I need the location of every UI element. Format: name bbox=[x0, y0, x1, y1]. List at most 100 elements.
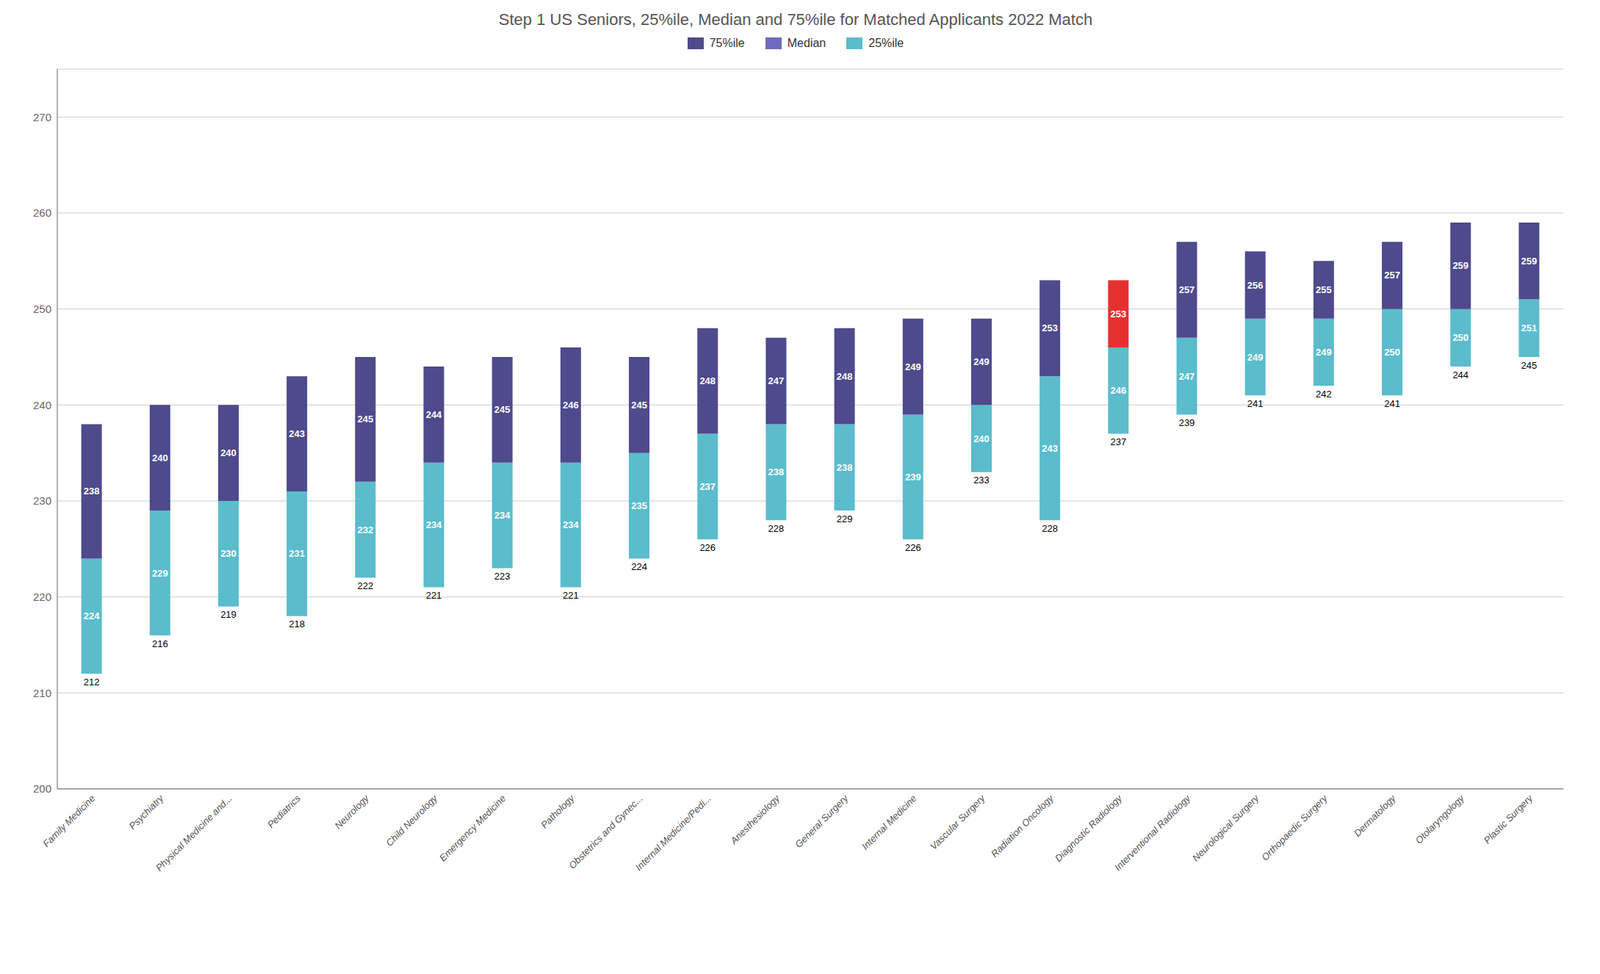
svg-text:Psychiatry: Psychiatry bbox=[127, 791, 167, 832]
svg-text:245: 245 bbox=[494, 404, 511, 416]
svg-text:270: 270 bbox=[33, 110, 52, 124]
svg-text:232: 232 bbox=[357, 524, 374, 536]
svg-text:224: 224 bbox=[631, 561, 648, 573]
svg-text:244: 244 bbox=[1452, 369, 1469, 381]
svg-text:Anesthesiology: Anesthesiology bbox=[728, 791, 784, 848]
svg-text:230: 230 bbox=[220, 548, 237, 560]
svg-text:234: 234 bbox=[426, 519, 443, 531]
svg-text:241: 241 bbox=[1384, 398, 1401, 410]
svg-text:238: 238 bbox=[836, 462, 853, 474]
svg-text:219: 219 bbox=[220, 608, 237, 621]
svg-text:257: 257 bbox=[1384, 269, 1401, 281]
svg-text:250: 250 bbox=[1452, 332, 1469, 344]
svg-text:Obstetrics and Gynec...: Obstetrics and Gynec... bbox=[566, 792, 645, 872]
svg-text:Physical Medicine and...: Physical Medicine and... bbox=[153, 792, 235, 874]
svg-text:200: 200 bbox=[33, 782, 52, 795]
svg-text:247: 247 bbox=[768, 375, 785, 387]
svg-text:249: 249 bbox=[1315, 346, 1332, 358]
svg-text:234: 234 bbox=[562, 519, 579, 531]
svg-text:245: 245 bbox=[1521, 359, 1538, 371]
svg-text:251: 251 bbox=[1521, 322, 1538, 334]
svg-text:228: 228 bbox=[768, 523, 785, 535]
svg-text:242: 242 bbox=[1315, 388, 1332, 400]
svg-text:249: 249 bbox=[1247, 351, 1264, 363]
svg-text:Child Neurology: Child Neurology bbox=[383, 791, 441, 849]
svg-text:250: 250 bbox=[1384, 346, 1401, 358]
svg-text:Family Medicine: Family Medicine bbox=[40, 792, 97, 850]
svg-text:240: 240 bbox=[973, 433, 990, 445]
svg-text:222: 222 bbox=[357, 580, 374, 592]
svg-text:Neurological Surgery: Neurological Surgery bbox=[1190, 791, 1263, 864]
svg-text:248: 248 bbox=[699, 375, 716, 387]
svg-text:249: 249 bbox=[905, 361, 922, 373]
svg-text:241: 241 bbox=[1247, 398, 1264, 410]
svg-text:245: 245 bbox=[631, 399, 648, 411]
svg-text:221: 221 bbox=[562, 589, 579, 601]
svg-text:Internal Medicine/Pedi...: Internal Medicine/Pedi... bbox=[633, 792, 714, 873]
svg-text:229: 229 bbox=[152, 567, 169, 579]
svg-text:243: 243 bbox=[288, 428, 305, 440]
svg-text:240: 240 bbox=[152, 452, 169, 464]
svg-text:249: 249 bbox=[973, 356, 990, 368]
svg-text:226: 226 bbox=[699, 542, 716, 554]
svg-text:260: 260 bbox=[33, 206, 52, 219]
svg-text:Internal Medicine: Internal Medicine bbox=[859, 792, 920, 853]
svg-text:218: 218 bbox=[288, 618, 305, 630]
svg-text:231: 231 bbox=[288, 548, 305, 560]
svg-text:235: 235 bbox=[631, 500, 648, 512]
svg-text:246: 246 bbox=[1110, 384, 1127, 396]
svg-text:250: 250 bbox=[33, 302, 52, 316]
svg-text:230: 230 bbox=[33, 494, 52, 507]
svg-text:Pediatrics: Pediatrics bbox=[265, 792, 303, 831]
html-text:Median: Median bbox=[787, 36, 826, 50]
svg-text:245: 245 bbox=[357, 413, 374, 425]
svg-text:234: 234 bbox=[494, 509, 511, 521]
svg-text:212: 212 bbox=[83, 676, 100, 688]
svg-text:Vascular Surgery: Vascular Surgery bbox=[927, 791, 989, 853]
svg-text:210: 210 bbox=[33, 686, 52, 700]
svg-text:233: 233 bbox=[973, 474, 990, 486]
svg-text:238: 238 bbox=[768, 466, 785, 478]
svg-text:243: 243 bbox=[1041, 442, 1058, 454]
svg-text:Diagnostic Radiology: Diagnostic Radiology bbox=[1052, 791, 1125, 864]
svg-text:248: 248 bbox=[836, 370, 853, 383]
svg-text:259: 259 bbox=[1452, 260, 1469, 272]
svg-text:Dermatology: Dermatology bbox=[1351, 791, 1399, 839]
svg-text:244: 244 bbox=[426, 409, 443, 421]
svg-text:247: 247 bbox=[1179, 370, 1196, 383]
svg-text:240: 240 bbox=[33, 398, 52, 412]
svg-text:255: 255 bbox=[1315, 284, 1332, 296]
svg-text:239: 239 bbox=[905, 471, 922, 483]
html-text:25%ile: 25%ile bbox=[868, 36, 904, 50]
svg-text:Interventional Radiology: Interventional Radiology bbox=[1112, 791, 1194, 873]
svg-text:220: 220 bbox=[33, 590, 52, 604]
svg-text:Otolaryngology: Otolaryngology bbox=[1413, 791, 1468, 846]
svg-text:223: 223 bbox=[494, 570, 511, 582]
svg-text:246: 246 bbox=[562, 399, 579, 411]
svg-text:Pathology: Pathology bbox=[538, 791, 578, 831]
svg-text:216: 216 bbox=[152, 638, 169, 650]
svg-text:Radiation Oncology: Radiation Oncology bbox=[988, 791, 1057, 860]
svg-text:224: 224 bbox=[83, 610, 100, 622]
svg-text:253: 253 bbox=[1041, 322, 1058, 334]
svg-text:228: 228 bbox=[1041, 523, 1058, 535]
svg-text:259: 259 bbox=[1521, 255, 1538, 267]
svg-text:257: 257 bbox=[1179, 284, 1196, 296]
svg-text:229: 229 bbox=[836, 513, 853, 525]
svg-text:Plastic Surgery: Plastic Surgery bbox=[1481, 791, 1536, 846]
svg-text:240: 240 bbox=[220, 447, 237, 459]
svg-text:239: 239 bbox=[1179, 417, 1196, 429]
html-text:75%ile: 75%ile bbox=[709, 36, 745, 50]
svg-text:256: 256 bbox=[1247, 279, 1264, 291]
svg-text:237: 237 bbox=[699, 481, 716, 493]
svg-text:238: 238 bbox=[83, 485, 100, 497]
svg-text:Orthopaedic Surgery: Orthopaedic Surgery bbox=[1259, 791, 1330, 863]
svg-text:Neurology: Neurology bbox=[332, 791, 373, 832]
html-text:Step 1 US Seniors, 25%ile, Med: Step 1 US Seniors, 25%ile, Median and 75… bbox=[498, 10, 1093, 29]
svg-text:221: 221 bbox=[426, 589, 443, 601]
svg-text:253: 253 bbox=[1110, 308, 1127, 320]
svg-text:Emergency Medicine: Emergency Medicine bbox=[437, 792, 508, 864]
svg-text:226: 226 bbox=[905, 542, 922, 554]
svg-text:237: 237 bbox=[1110, 436, 1127, 448]
svg-text:General Surgery: General Surgery bbox=[792, 791, 851, 850]
